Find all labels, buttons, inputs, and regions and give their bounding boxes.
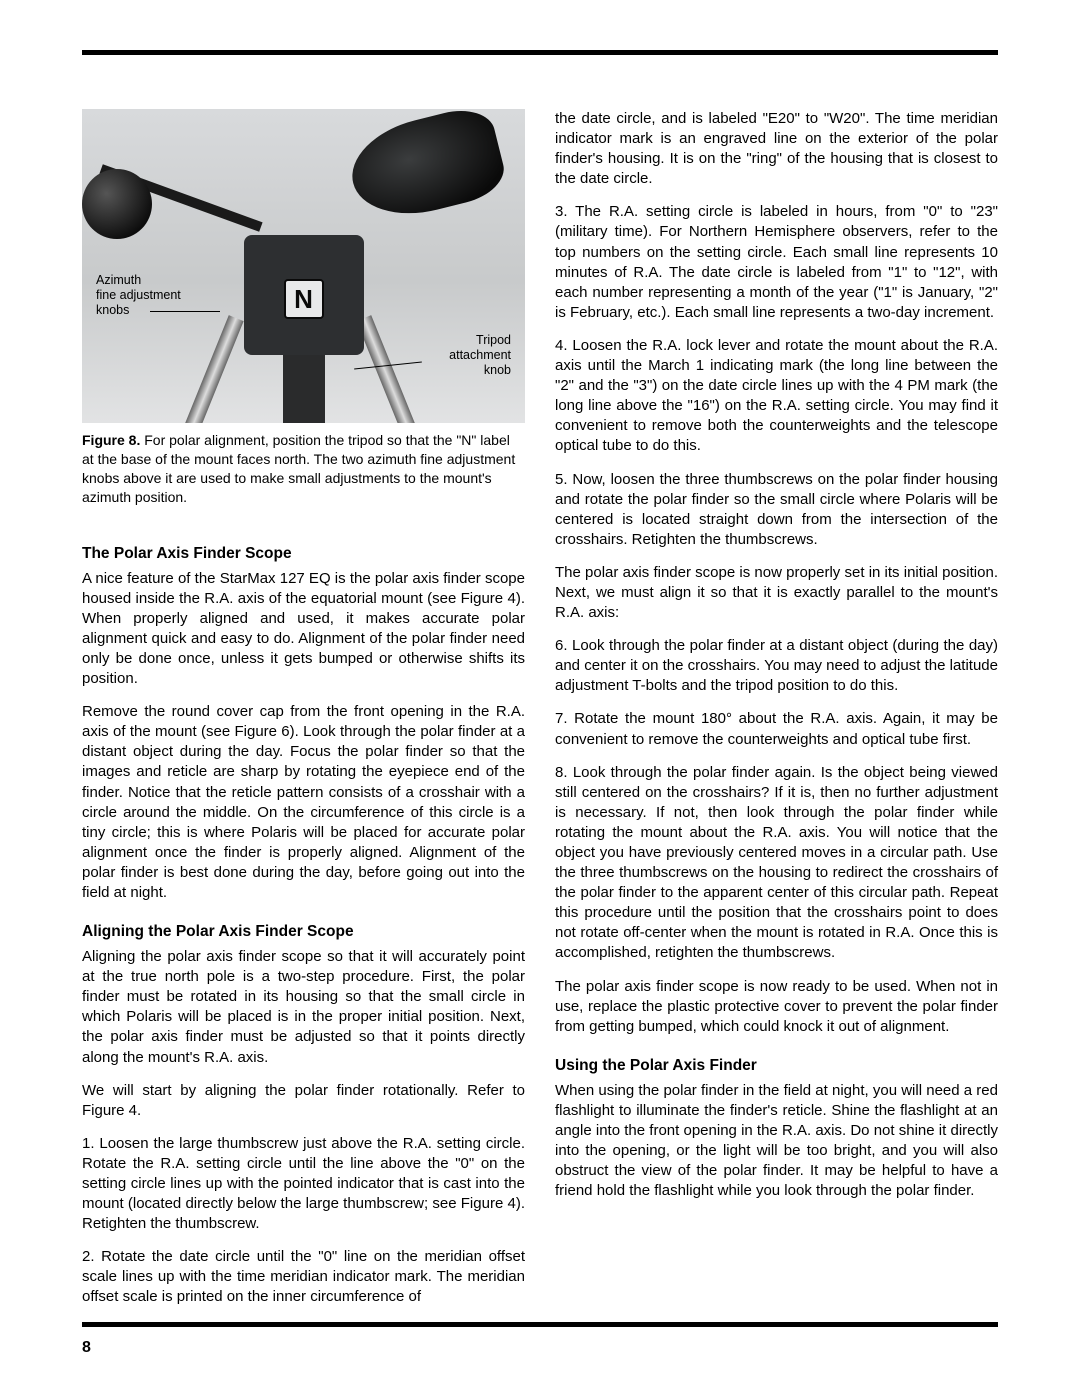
bottom-rule bbox=[82, 1322, 998, 1327]
body-paragraph: 2. Rotate the date circle until the "0" … bbox=[82, 1247, 525, 1307]
figure-caption-text: For polar alignment, position the tripod… bbox=[82, 432, 515, 505]
body-paragraph: The polar axis finder scope is now prope… bbox=[555, 563, 998, 623]
heading-using-polar-axis-finder: Using the Polar Axis Finder bbox=[555, 1057, 998, 1075]
body-paragraph: A nice feature of the StarMax 127 EQ is … bbox=[82, 569, 525, 690]
right-column: the date circle, and is labeled "E20" to… bbox=[555, 109, 998, 1321]
leader-line bbox=[150, 311, 220, 312]
heading-aligning-polar-axis: Aligning the Polar Axis Finder Scope bbox=[82, 923, 525, 941]
figure-8-caption: Figure 8. For polar alignment, position … bbox=[82, 431, 525, 507]
body-paragraph: Remove the round cover cap from the fron… bbox=[82, 702, 525, 903]
body-paragraph: 4. Loosen the R.A. lock lever and rotate… bbox=[555, 336, 998, 457]
counterweight bbox=[82, 169, 152, 239]
body-paragraph: Aligning the polar axis finder scope so … bbox=[82, 947, 525, 1068]
page-number: 8 bbox=[82, 1339, 91, 1357]
figure-caption-bold: Figure 8. bbox=[82, 432, 140, 448]
body-paragraph: 3. The R.A. setting circle is labeled in… bbox=[555, 202, 998, 323]
body-paragraph: 5. Now, loosen the three thumbscrews on … bbox=[555, 470, 998, 550]
tripod-leg bbox=[356, 315, 423, 423]
body-paragraph: the date circle, and is labeled "E20" to… bbox=[555, 109, 998, 189]
figure-label-line: fine adjustment bbox=[96, 288, 181, 303]
left-column: N Azimuth fine adjustment knobs Tripod a… bbox=[82, 109, 525, 1321]
body-paragraph: 6. Look through the polar finder at a di… bbox=[555, 636, 998, 696]
figure-label-line: Tripod bbox=[449, 333, 511, 348]
figure-8-illustration: N Azimuth fine adjustment knobs Tripod a… bbox=[82, 109, 525, 423]
body-paragraph: The polar axis finder scope is now ready… bbox=[555, 977, 998, 1037]
top-rule bbox=[82, 50, 998, 55]
figure-label-line: Azimuth bbox=[96, 273, 181, 288]
tripod-leg bbox=[176, 315, 243, 423]
figure-label-line: attachment bbox=[449, 348, 511, 363]
body-paragraph: We will start by aligning the polar find… bbox=[82, 1081, 525, 1121]
two-column-layout: N Azimuth fine adjustment knobs Tripod a… bbox=[82, 109, 998, 1321]
figure-label-tripod: Tripod attachment knob bbox=[449, 333, 511, 378]
body-paragraph: 8. Look through the polar finder again. … bbox=[555, 763, 998, 964]
north-label-plate: N bbox=[284, 279, 324, 319]
telescope-tube bbox=[342, 109, 510, 228]
figure-label-line: knob bbox=[449, 363, 511, 378]
body-paragraph: 7. Rotate the mount 180° about the R.A. … bbox=[555, 709, 998, 749]
heading-polar-axis-finder-scope: The Polar Axis Finder Scope bbox=[82, 545, 525, 563]
body-paragraph: When using the polar finder in the field… bbox=[555, 1081, 998, 1202]
body-paragraph: 1. Loosen the large thumbscrew just abov… bbox=[82, 1134, 525, 1234]
